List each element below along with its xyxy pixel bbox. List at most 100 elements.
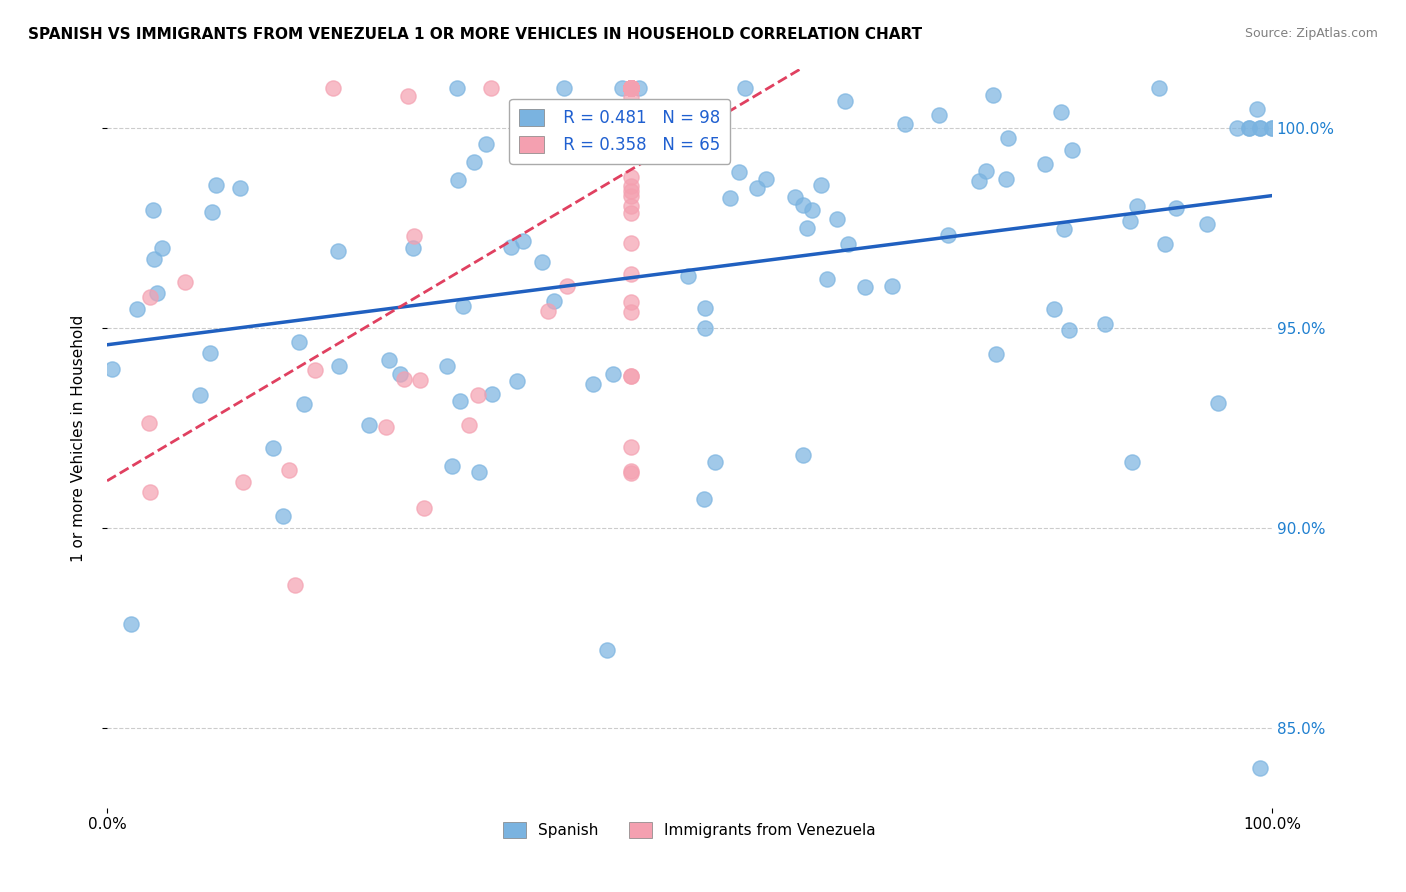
Point [745,180,768,194]
Point [1246,102,1268,116]
Point [1195,217,1218,231]
Point [695,321,717,335]
Point [1042,301,1064,316]
Point [436,359,458,373]
Point [974,163,997,178]
Point [783,189,806,203]
Point [1154,236,1177,251]
Point [505,374,527,388]
Point [142,252,165,267]
Point [139,290,162,304]
Point [1119,214,1142,228]
Point [1237,121,1260,136]
Point [620,267,643,281]
Point [475,137,498,152]
Point [620,81,643,95]
Point [1094,317,1116,331]
Point [620,81,643,95]
Point [481,387,503,401]
Point [620,184,643,198]
Point [620,81,643,95]
Point [284,578,307,592]
Point [620,179,643,194]
Point [620,90,643,104]
Point [810,178,832,192]
Text: Source: ZipAtlas.com: Source: ZipAtlas.com [1244,27,1378,40]
Point [627,81,650,95]
Point [997,130,1019,145]
Point [457,418,479,433]
Point [512,234,534,248]
Point [150,241,173,255]
Point [326,244,349,258]
Point [981,88,1004,103]
Point [374,419,396,434]
Point [1121,454,1143,468]
Point [610,81,633,95]
Point [446,172,468,186]
Point [100,362,122,376]
Point [1125,199,1147,213]
Point [1050,105,1073,120]
Point [620,189,643,203]
Point [755,172,778,186]
Point [1226,121,1249,136]
Point [188,388,211,402]
Point [537,303,560,318]
Point [146,286,169,301]
Point [620,81,643,95]
Point [620,81,643,95]
Point [288,335,311,350]
Point [205,178,228,193]
Point [572,101,595,115]
Point [446,81,468,95]
Point [388,367,411,381]
Point [837,236,859,251]
Point [692,492,714,507]
Point [718,191,741,205]
Point [451,300,474,314]
Point [994,171,1017,186]
Point [796,220,818,235]
Y-axis label: 1 or more Vehicles in Household: 1 or more Vehicles in Household [72,315,86,562]
Point [620,81,643,95]
Point [825,211,848,226]
Point [728,165,751,179]
Point [620,124,643,138]
Point [592,134,614,148]
Point [553,81,575,95]
Point [620,119,643,133]
Point [479,81,502,95]
Point [620,81,643,95]
Point [792,198,814,212]
Point [620,81,643,95]
Point [693,301,716,315]
Point [530,254,553,268]
Text: SPANISH VS IMMIGRANTS FROM VENEZUELA 1 OR MORE VEHICLES IN HOUSEHOLD CORRELATION: SPANISH VS IMMIGRANTS FROM VENEZUELA 1 O… [28,27,922,42]
Point [620,101,643,115]
Point [620,304,643,318]
Point [620,81,643,95]
Point [834,95,856,109]
Point [620,81,643,95]
Point [413,500,436,515]
Point [322,81,344,95]
Point [463,154,485,169]
Point [404,228,426,243]
Point [620,81,643,95]
Point [620,466,643,480]
Point [174,276,197,290]
Point [620,369,643,384]
Point [1059,323,1081,337]
Point [620,116,643,130]
Point [543,294,565,309]
Point [801,203,824,218]
Point [620,81,643,95]
Point [596,643,619,657]
Point [620,81,643,95]
Point [620,170,643,185]
Point [853,280,876,294]
Point [620,81,643,95]
Point [1261,121,1284,136]
Point [620,81,643,95]
